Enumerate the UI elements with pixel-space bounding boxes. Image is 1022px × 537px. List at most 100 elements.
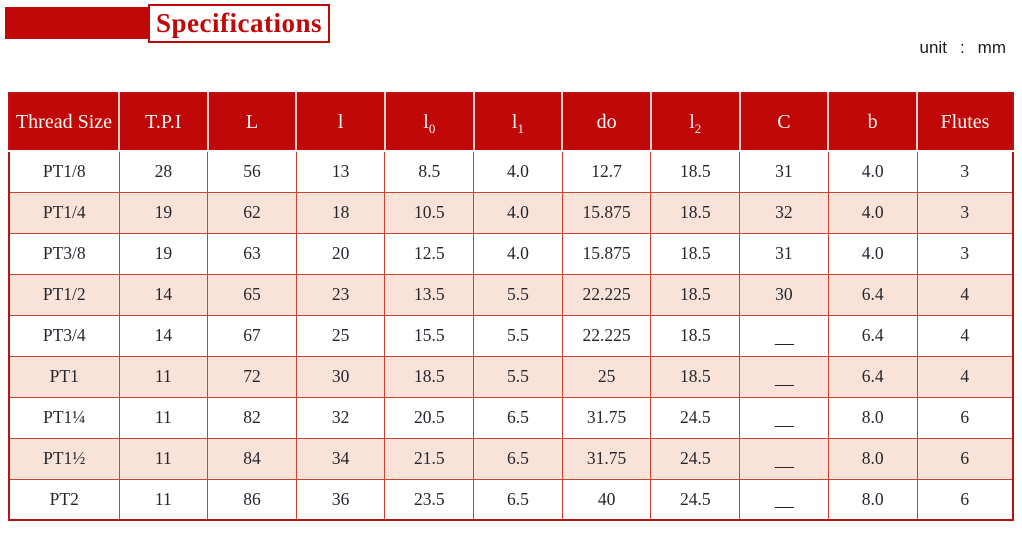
- cell: 3: [916, 232, 1014, 275]
- cell: 31: [739, 232, 829, 275]
- cell: 18: [295, 191, 386, 234]
- column-header: Thread Size: [9, 93, 120, 152]
- cell: 18.5: [650, 150, 741, 193]
- cell: 20: [295, 232, 386, 275]
- cell: 86: [207, 478, 297, 521]
- cell: 40: [561, 478, 652, 521]
- cell: 8.0: [827, 478, 918, 521]
- cell: 4.0: [827, 191, 918, 234]
- column-header: do: [562, 93, 652, 152]
- cell: 11: [118, 437, 209, 480]
- cell: 6: [916, 396, 1014, 439]
- cell: 5.5: [473, 273, 563, 316]
- unit-note: unit : mm: [920, 38, 1006, 58]
- cell: 15.875: [561, 232, 652, 275]
- cell: 32: [739, 191, 829, 234]
- no-value-dash: —: [774, 496, 794, 518]
- cell: 8.5: [384, 150, 475, 193]
- cell: —: [739, 396, 829, 439]
- cell: 67: [207, 314, 297, 357]
- cell: 72: [207, 355, 297, 398]
- cell: 14: [118, 314, 209, 357]
- cell: 18.5: [650, 314, 741, 357]
- cell: 15.875: [561, 191, 652, 234]
- cell: 31: [739, 150, 829, 193]
- cell: —: [739, 314, 829, 357]
- table-row: PT1½ 11 84 34 21.5 6.5 31.75 24.5 — 8.0 6: [8, 437, 1014, 480]
- cell: 21.5: [384, 437, 475, 480]
- cell: 18.5: [650, 232, 741, 275]
- cell: 18.5: [650, 355, 741, 398]
- table-row: PT1/8 28 56 13 8.5 4.0 12.7 18.5 31 4.0 3: [8, 150, 1014, 193]
- table-row: PT1 11 72 30 18.5 5.5 25 18.5—6.4 4: [8, 355, 1014, 398]
- cell: 14: [118, 273, 209, 316]
- cell: PT3/4: [8, 314, 120, 357]
- table-row: PT3/4 14 67 25 15.5 5.5 22.225 18.5 — 6.4 4: [8, 314, 1014, 357]
- column-header: T.P.I: [119, 93, 209, 152]
- cell: 23: [295, 273, 386, 316]
- cell: 13.5: [384, 273, 475, 316]
- cell: 18.5: [650, 273, 741, 316]
- cell: 12.7: [561, 150, 652, 193]
- cell: 6.5: [473, 478, 563, 521]
- cell: 3: [916, 150, 1014, 193]
- cell: 18.5: [650, 191, 741, 234]
- cell: 5.5: [473, 314, 563, 357]
- cell: 25: [295, 314, 386, 357]
- cell: 20.5: [384, 396, 475, 439]
- column-header: Flutes: [917, 93, 1013, 152]
- no-value-dash: —: [774, 332, 794, 354]
- cell: 22.225: [561, 273, 652, 316]
- cell: 30: [739, 273, 829, 316]
- cell: 11: [118, 396, 209, 439]
- no-value-dash: —: [774, 414, 794, 436]
- cell: 3: [916, 191, 1014, 234]
- column-header: l2: [650, 93, 741, 152]
- cell: 8.0: [827, 437, 918, 480]
- column-header: l0: [384, 93, 475, 152]
- page-title: Specifications: [156, 8, 322, 38]
- unit-colon: :: [959, 38, 965, 57]
- cell: 84: [207, 437, 297, 480]
- title-red-bar: [5, 7, 148, 39]
- cell: 34: [295, 437, 386, 480]
- cell: PT1/8: [8, 150, 120, 193]
- cell: 32: [295, 396, 386, 439]
- cell: 28: [118, 150, 209, 193]
- table-row: PT1/4 19 62 18 10.5 4.0 15.875 18.5 32 4.0 3: [8, 191, 1014, 234]
- cell: 18.5: [384, 355, 475, 398]
- cell: —: [739, 355, 829, 398]
- cell: 6.5: [473, 437, 563, 480]
- cell: 24.5: [650, 437, 741, 480]
- unit-value: mm: [977, 38, 1006, 57]
- column-header: l: [296, 93, 386, 152]
- cell: 23.5: [384, 478, 475, 521]
- table-row: PT3/8 19 63 20 12.5 4.0 15.875 18.5 31 4.0 3: [8, 232, 1014, 275]
- cell: 11: [118, 355, 209, 398]
- cell: 82: [207, 396, 297, 439]
- cell: 19: [118, 191, 209, 234]
- cell: PT1¼: [8, 396, 120, 439]
- cell: PT1/2: [8, 273, 120, 316]
- cell: 12.5: [384, 232, 475, 275]
- cell: 4: [916, 273, 1014, 316]
- table-row: PT1¼ 11 82 32 20.5 6.5 31.75 24.5 — 8.0 6: [8, 396, 1014, 439]
- cell: 6.4: [827, 355, 918, 398]
- cell: 4.0: [827, 150, 918, 193]
- cell: 31.75: [561, 437, 652, 480]
- title-box: Specifications: [148, 4, 330, 43]
- cell: 4: [916, 314, 1014, 357]
- table-body: PT1/8 28 56 13 8.5 4.0 12.7 18.5 31 4.0 3 PT1/4 19 62…: [8, 150, 1014, 521]
- cell: 6.5: [473, 396, 563, 439]
- cell: 6: [916, 478, 1014, 521]
- column-header: L: [207, 93, 298, 152]
- cell: 19: [118, 232, 209, 275]
- cell: 25: [561, 355, 652, 398]
- cell: 8.0: [827, 396, 918, 439]
- column-header: l1: [473, 93, 564, 152]
- cell: 30: [295, 355, 386, 398]
- cell: 31.75: [561, 396, 652, 439]
- cell: 15.5: [384, 314, 475, 357]
